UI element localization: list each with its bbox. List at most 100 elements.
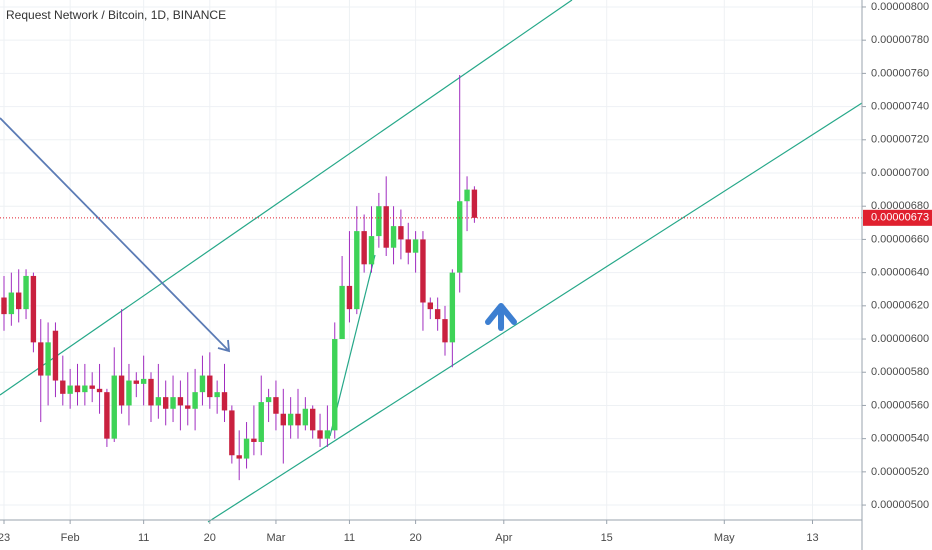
candle-body	[243, 438, 250, 459]
x-tick-label: 13	[806, 532, 818, 544]
drawings	[0, 0, 863, 523]
candle-body	[82, 385, 88, 393]
candle-body	[390, 226, 397, 248]
candle-body	[287, 413, 294, 426]
candle-body	[236, 455, 242, 459]
candle-body	[1, 297, 7, 315]
y-tick-label: 0.00000680	[871, 200, 929, 212]
candle-body	[368, 236, 375, 265]
candle-body	[317, 430, 323, 439]
candle-body	[192, 392, 198, 409]
candle-body	[52, 330, 59, 381]
y-tick-label: 0.00000700	[871, 167, 929, 179]
price-tag-label: 0.00000673	[871, 212, 929, 224]
price-tag	[863, 209, 932, 226]
y-tick-label: 0.00000720	[871, 134, 929, 146]
x-tick-label: Apr	[495, 532, 512, 544]
candle-body	[324, 430, 331, 439]
candle-body	[332, 339, 338, 431]
x-tick-label: May	[714, 532, 735, 544]
candle-body	[434, 309, 441, 320]
candle-body	[96, 388, 103, 393]
y-tick-label: 0.00000580	[871, 366, 929, 378]
candle-body	[170, 397, 176, 409]
candle-body	[30, 275, 37, 343]
candle-body	[383, 206, 389, 248]
candle-body	[155, 397, 162, 406]
candle-body	[471, 189, 478, 218]
candle-body	[420, 239, 426, 303]
y-tick-label: 0.00000540	[871, 433, 929, 445]
candle-body	[442, 319, 448, 343]
candle-body	[118, 375, 125, 406]
trend-line	[329, 254, 376, 437]
x-tick-label: Mar	[266, 532, 285, 544]
y-tick-label: 0.00000500	[871, 499, 929, 511]
candle-body	[265, 397, 272, 403]
candle-body	[376, 206, 382, 237]
candle-body	[16, 292, 22, 310]
y-tick-label: 0.00000600	[871, 333, 929, 345]
candle-body	[310, 408, 316, 431]
chart-title: Request Network / Bitcoin, 1D, BINANCE	[6, 8, 226, 22]
candle-body	[38, 342, 44, 376]
channel-upper	[0, 0, 573, 396]
y-tick-label: 0.00000520	[871, 466, 929, 478]
candle-body	[457, 201, 463, 273]
candle-body	[258, 402, 264, 442]
y-tick-label: 0.00000760	[871, 67, 929, 79]
candle-body	[126, 380, 132, 406]
candle-body	[177, 397, 184, 406]
x-tick-label: 11	[138, 532, 149, 544]
down-arrow-head	[217, 339, 231, 353]
candle-body	[8, 292, 15, 315]
candle-body	[185, 405, 191, 409]
y-tick-label: 0.00000740	[871, 100, 929, 112]
candle-body	[148, 378, 154, 406]
y-tick-label: 0.00000560	[871, 399, 929, 411]
channel-lower	[207, 102, 863, 523]
y-tick-label: 0.00000800	[871, 1, 929, 13]
candle-body	[89, 385, 95, 389]
candle-body	[251, 438, 257, 442]
candles	[0, 75, 862, 481]
candle-body	[67, 385, 73, 394]
candle-body	[60, 380, 66, 394]
x-tick-label: 20	[204, 532, 216, 544]
y-tick-label: 0.00000660	[871, 233, 929, 245]
candle-body	[412, 239, 419, 253]
candle-body	[398, 226, 404, 240]
candle-body	[23, 275, 29, 310]
x-tick-label: Feb	[61, 532, 80, 544]
candle-body	[199, 375, 206, 393]
candle-body	[280, 413, 286, 426]
candle-body	[295, 413, 301, 426]
candle-body	[339, 285, 345, 340]
candle-body	[354, 231, 360, 310]
y-tick-label: 0.00000780	[871, 34, 929, 46]
candle-body	[361, 231, 367, 265]
candle-body	[221, 392, 228, 411]
candle-body	[214, 392, 220, 398]
candle-body	[104, 392, 110, 439]
candle-body	[133, 380, 139, 384]
candle-body	[229, 410, 235, 456]
candle-body	[111, 375, 117, 439]
y-tick-label: 0.00000620	[871, 300, 929, 312]
x-tick-label: 20	[409, 532, 421, 544]
candle-body	[207, 375, 213, 398]
candle-body	[163, 397, 169, 409]
down-arrow-line	[0, 117, 229, 351]
candle-body	[302, 408, 309, 426]
candle-body	[273, 397, 279, 414]
candle-body	[346, 285, 353, 310]
candle-body	[74, 385, 81, 393]
candle-body	[45, 342, 51, 376]
y-tick-label: 0.00000640	[871, 267, 929, 279]
candle-body	[464, 189, 470, 202]
x-tick-label: 15	[601, 532, 613, 544]
candle-body	[140, 378, 147, 384]
